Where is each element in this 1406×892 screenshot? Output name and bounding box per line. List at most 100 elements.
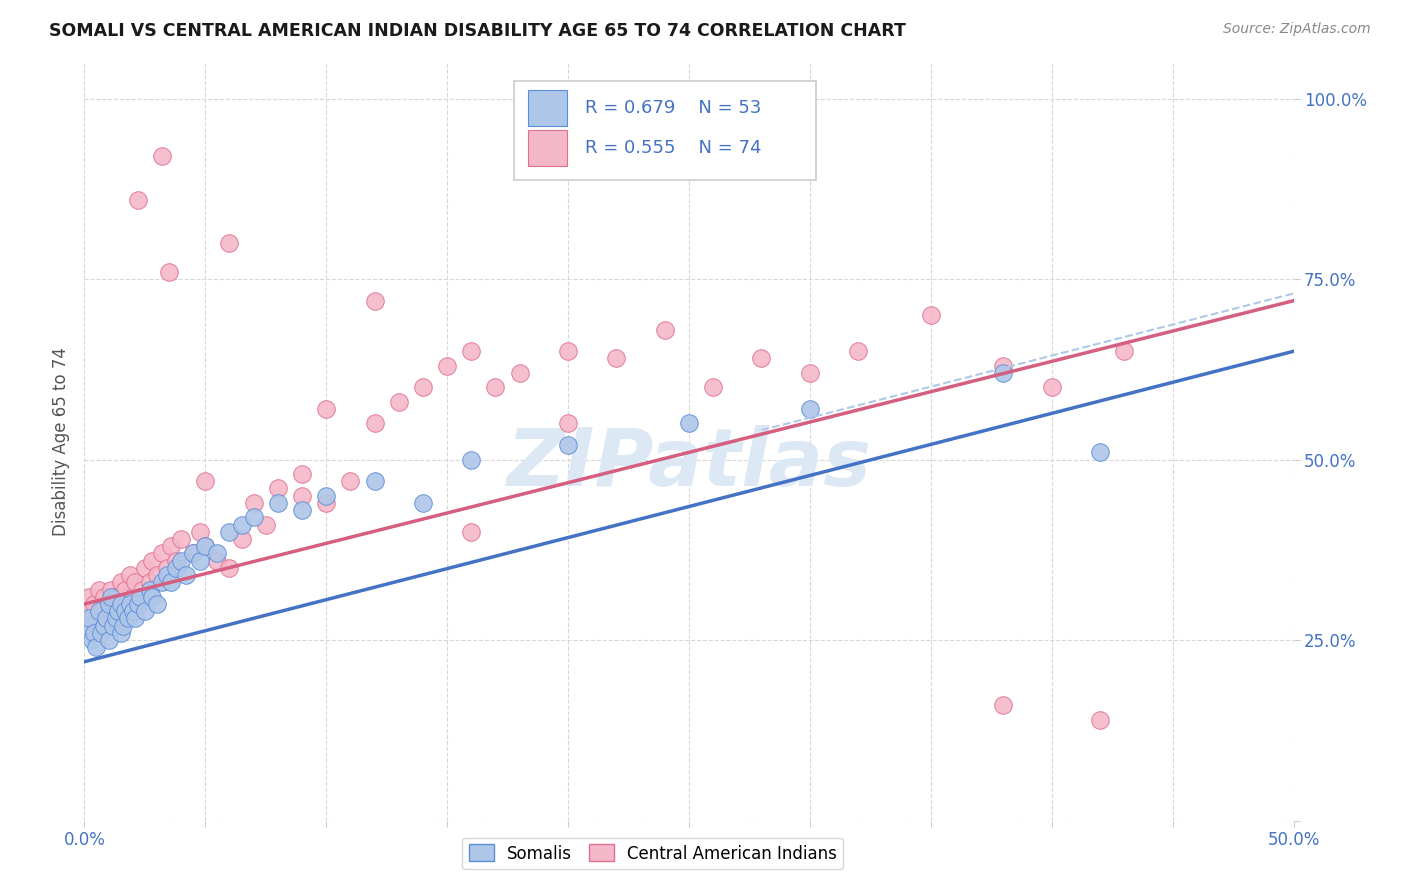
Point [104, 611, 127, 625]
Point [181, 546, 204, 560]
Point [107, 618, 129, 632]
Point [254, 517, 277, 532]
Point [107, 604, 129, 618]
Point [146, 568, 169, 582]
Point [90, 604, 112, 618]
Point [86, 618, 108, 632]
Point [131, 582, 153, 597]
Point [702, 380, 724, 394]
Point [160, 539, 183, 553]
Point [363, 417, 385, 431]
FancyBboxPatch shape [513, 81, 815, 180]
Point [103, 604, 125, 618]
Point [114, 604, 136, 618]
Point [388, 394, 411, 409]
Point [155, 568, 177, 582]
Text: Source: ZipAtlas.com: Source: ZipAtlas.com [1223, 22, 1371, 37]
Point [110, 575, 132, 590]
Point [460, 452, 482, 467]
Point [799, 366, 821, 380]
Point [194, 539, 217, 553]
Point [104, 590, 127, 604]
Point [120, 597, 142, 611]
Point [120, 568, 142, 582]
Point [141, 590, 163, 604]
Text: R = 0.679    N = 53: R = 0.679 N = 53 [585, 99, 761, 117]
Bar [529, 90, 567, 126]
Point [363, 475, 385, 489]
Point [155, 561, 177, 575]
Point [412, 496, 434, 510]
Point [110, 597, 132, 611]
Point [127, 597, 149, 611]
Point [315, 489, 337, 503]
Point [97, 597, 120, 611]
Point [141, 554, 163, 568]
Point [117, 604, 139, 618]
Point [412, 380, 434, 394]
Point [678, 417, 700, 431]
Point [207, 546, 229, 560]
Point [194, 475, 217, 489]
Point [80, 611, 103, 625]
Point [267, 496, 290, 510]
Point [76, 618, 98, 632]
Point [315, 402, 337, 417]
Point [218, 561, 240, 575]
Point [799, 402, 821, 417]
Point [557, 344, 579, 359]
Point [181, 546, 204, 560]
Point [114, 582, 136, 597]
Point [80, 633, 103, 648]
Point [100, 582, 122, 597]
Point [174, 568, 197, 582]
Text: ZIPatlas: ZIPatlas [506, 425, 872, 503]
Point [993, 359, 1015, 373]
Point [1040, 380, 1063, 394]
Point [1114, 344, 1136, 359]
Point [218, 524, 240, 539]
Point [77, 611, 100, 625]
Point [77, 590, 100, 604]
Point [150, 575, 173, 590]
Point [90, 626, 112, 640]
Point [94, 611, 117, 625]
Point [846, 344, 869, 359]
Point [110, 626, 132, 640]
Point [231, 532, 253, 546]
Y-axis label: Disability Age 65 to 74: Disability Age 65 to 74 [52, 347, 70, 536]
Point [138, 575, 160, 590]
Point [460, 344, 482, 359]
Point [218, 235, 240, 250]
Point [190, 554, 212, 568]
Point [117, 611, 139, 625]
Point [97, 633, 120, 648]
Point [100, 590, 122, 604]
Point [315, 496, 337, 510]
Point [87, 604, 110, 618]
Point [460, 524, 482, 539]
Point [339, 475, 361, 489]
Point [654, 323, 676, 337]
Point [509, 366, 531, 380]
Point [242, 496, 264, 510]
Point [165, 561, 187, 575]
Point [170, 554, 193, 568]
Point [1088, 713, 1111, 727]
Legend: Somalis, Central American Indians: Somalis, Central American Indians [463, 838, 844, 869]
Point [207, 554, 229, 568]
Point [231, 517, 253, 532]
Point [363, 293, 385, 308]
Point [291, 503, 314, 517]
Point [87, 582, 110, 597]
Bar [529, 130, 567, 166]
Point [484, 380, 506, 394]
Point [146, 597, 169, 611]
Point [76, 604, 98, 618]
Text: SOMALI VS CENTRAL AMERICAN INDIAN DISABILITY AGE 65 TO 74 CORRELATION CHART: SOMALI VS CENTRAL AMERICAN INDIAN DISABI… [49, 22, 905, 40]
Point [557, 417, 579, 431]
Point [436, 359, 458, 373]
Point [291, 489, 314, 503]
Text: R = 0.555    N = 74: R = 0.555 N = 74 [585, 139, 762, 157]
Point [103, 618, 125, 632]
